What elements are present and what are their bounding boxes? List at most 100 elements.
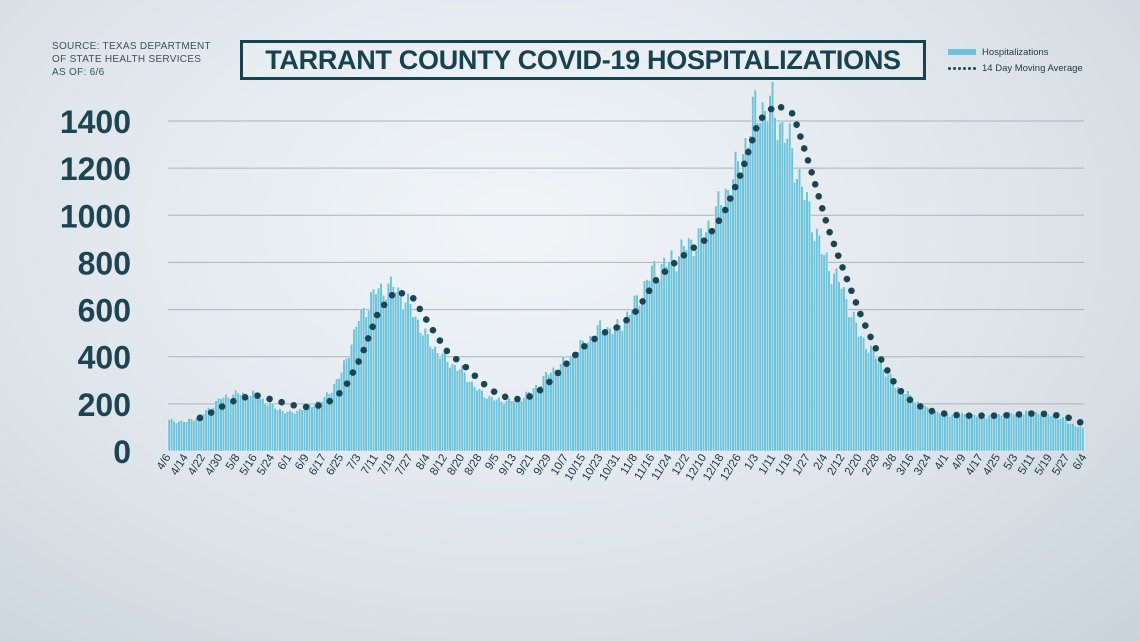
bar — [923, 405, 927, 452]
bar — [303, 407, 307, 452]
bar — [401, 308, 405, 452]
moving-average-dot — [890, 378, 897, 385]
bar — [416, 319, 420, 452]
bar — [475, 390, 479, 452]
bar — [1012, 414, 1016, 452]
bar — [1034, 411, 1038, 452]
bar — [288, 410, 292, 452]
moving-average-dot — [906, 396, 914, 404]
bar — [337, 378, 341, 452]
bar — [633, 295, 637, 452]
moving-average-dot — [409, 294, 417, 302]
bar — [936, 411, 939, 452]
moving-average-dot — [601, 329, 609, 336]
bar — [817, 235, 821, 452]
bar — [286, 411, 289, 452]
bar — [1022, 414, 1026, 452]
bar — [953, 412, 957, 452]
moving-average-dot — [978, 412, 985, 419]
bar — [857, 336, 861, 452]
bar — [955, 414, 959, 452]
moving-average-dot — [388, 291, 396, 299]
bar — [268, 402, 272, 452]
legend-label: 14 Day Moving Average — [982, 62, 1083, 74]
moving-average-dot — [302, 403, 310, 411]
bar — [758, 122, 762, 452]
x-tick-label: 5/16 — [238, 452, 260, 477]
bar — [869, 345, 873, 452]
x-tick-label: 9/13 — [497, 452, 519, 477]
legend: Hospitalizations 14 Day Moving Average — [948, 44, 1083, 76]
y-tick-label: 600 — [78, 293, 131, 329]
x-tick-label: 6/17 — [307, 452, 329, 477]
moving-average-dot — [326, 397, 334, 405]
bar — [423, 328, 427, 452]
bar — [992, 415, 996, 452]
bar — [867, 352, 870, 452]
bar — [886, 373, 890, 452]
bar — [842, 286, 846, 452]
moving-average-dot — [700, 237, 708, 244]
bar — [537, 387, 540, 452]
bar — [386, 283, 390, 452]
moving-average-dot — [349, 369, 357, 376]
bar — [677, 255, 681, 452]
moving-average-dot — [290, 401, 298, 409]
bar — [763, 110, 767, 452]
bar — [310, 406, 314, 452]
gridlines — [168, 120, 1084, 405]
moving-average-dot — [546, 378, 553, 386]
bar — [320, 401, 324, 452]
bar — [522, 397, 526, 452]
bar — [273, 407, 277, 452]
bar — [603, 334, 607, 452]
bar — [229, 399, 233, 452]
bar — [729, 199, 733, 452]
bar — [753, 89, 757, 452]
moving-average-dot — [726, 195, 734, 202]
bar — [889, 373, 893, 452]
moving-average-dot — [471, 372, 479, 380]
bar — [1046, 413, 1050, 452]
moving-average-dot — [826, 228, 833, 236]
bar — [675, 270, 678, 452]
bar — [379, 283, 383, 452]
x-tick-label: 4/22 — [186, 452, 208, 477]
moving-average-dot — [380, 301, 388, 309]
x-tick-label: 4/14 — [169, 452, 191, 478]
bar — [608, 328, 612, 452]
bar — [313, 404, 316, 452]
bar — [1073, 425, 1077, 452]
bar — [783, 142, 787, 452]
x-axis-ticks: 4/64/144/224/305/85/165/246/16/96/176/25… — [155, 452, 1090, 483]
bar — [613, 326, 617, 452]
bar — [290, 411, 294, 452]
bar — [973, 414, 976, 452]
x-tick-label: 4/1 — [933, 452, 952, 472]
bar — [340, 372, 344, 452]
bar — [766, 120, 769, 452]
bar — [384, 299, 388, 452]
moving-average-dot — [928, 407, 936, 415]
bar — [879, 361, 883, 452]
bar — [911, 401, 915, 452]
moving-average-dot — [1040, 410, 1048, 418]
bar — [689, 239, 693, 452]
moving-average-dot — [843, 275, 851, 283]
moving-average-dot — [632, 308, 639, 315]
moving-average-dot — [722, 206, 729, 214]
moving-average-dot — [848, 287, 855, 295]
bar — [554, 369, 558, 452]
moving-average-dot — [443, 347, 451, 355]
bar — [739, 172, 742, 452]
moving-average-dot — [748, 136, 756, 144]
y-tick-label: 1000 — [60, 198, 131, 234]
moving-average-dot — [897, 387, 905, 395]
bar — [995, 415, 998, 452]
moving-average-dot — [652, 276, 660, 284]
bar — [448, 367, 452, 452]
bar — [180, 420, 183, 452]
bar — [1005, 414, 1008, 452]
moving-average-dot — [670, 259, 678, 267]
bar — [241, 391, 245, 452]
